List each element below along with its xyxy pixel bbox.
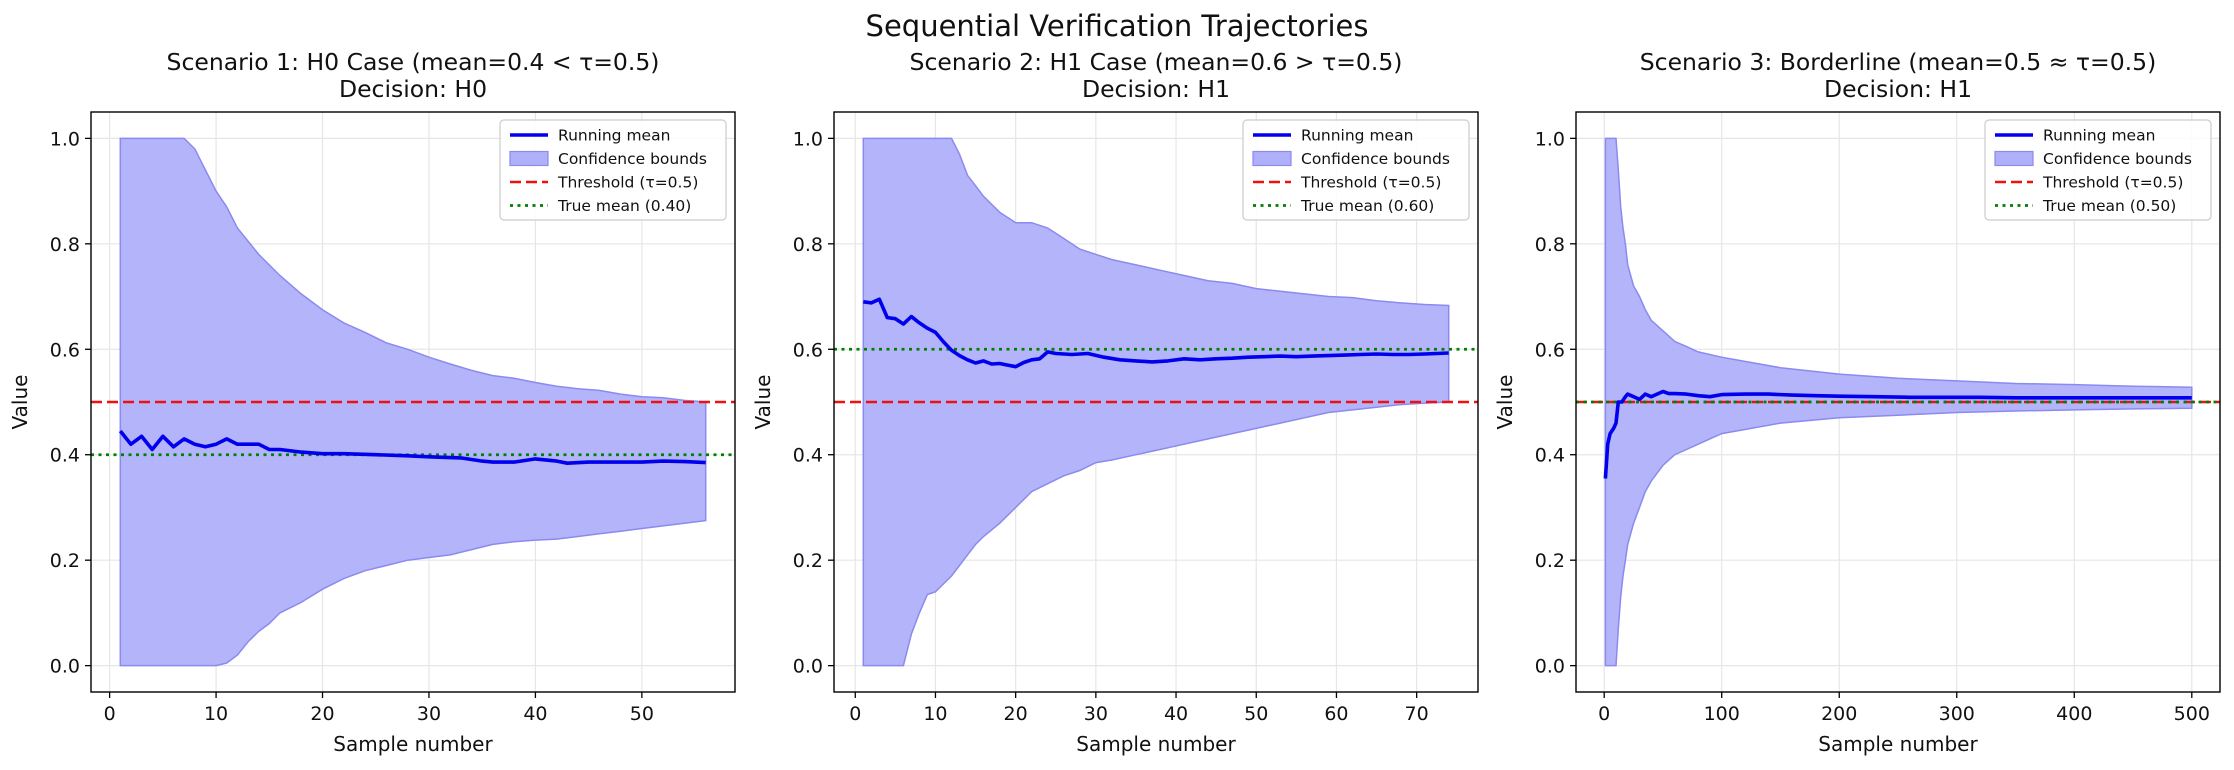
x-tick-label: 30 bbox=[417, 703, 441, 725]
x-tick-label: 300 bbox=[1939, 703, 1975, 725]
running-mean-line bbox=[863, 297, 1449, 369]
running-mean-line bbox=[118, 429, 706, 466]
plot-area bbox=[834, 137, 1478, 667]
y-tick-label: 1.0 bbox=[50, 128, 80, 150]
legend: Running mean Confidence bounds Threshold (… bbox=[499, 119, 727, 221]
chart-subtitle: Decision: H1 bbox=[1082, 75, 1230, 103]
x-axis-label: Sample number bbox=[1818, 732, 1978, 756]
y-tick-label: 0.8 bbox=[50, 234, 80, 256]
legend: Running mean Confidence bounds Threshold (… bbox=[1984, 119, 2212, 221]
x-tick-label: 20 bbox=[310, 703, 334, 725]
y-tick-label: 0.4 bbox=[1535, 445, 1565, 467]
y-tick-label: 0.6 bbox=[793, 339, 823, 361]
legend-label: Running mean bbox=[1301, 127, 1413, 145]
y-tick-label: 0.8 bbox=[1535, 234, 1565, 256]
chart-subtitle: Decision: H0 bbox=[339, 75, 487, 103]
figure-suptitle: Sequential Verification Trajectories bbox=[866, 9, 1369, 43]
x-tick-label: 10 bbox=[204, 703, 228, 725]
legend-label: True mean (0.40) bbox=[557, 197, 691, 215]
x-axis-label: Sample number bbox=[333, 732, 493, 756]
x-tick-label: 100 bbox=[1704, 703, 1740, 725]
running-mean-line bbox=[1603, 389, 2192, 479]
x-tick-label: 50 bbox=[1244, 703, 1268, 725]
y-tick-label: 0.0 bbox=[1535, 656, 1565, 678]
x-tick-label: 40 bbox=[1164, 703, 1188, 725]
y-tick-label: 0.2 bbox=[50, 550, 80, 572]
legend-band-swatch bbox=[1252, 150, 1292, 167]
x-tick-label: 10 bbox=[923, 703, 947, 725]
y-tick-label: 0.2 bbox=[793, 550, 823, 572]
chart-panel-3: 0 100 200 300 400 500 0.0 0.2 0.4 0.6 0.8 1.0 Scenar… bbox=[1493, 48, 2221, 756]
legend-label: Threshold (τ=0.5) bbox=[1300, 174, 1441, 192]
legend-label: Confidence bounds bbox=[558, 150, 707, 168]
legend-box bbox=[499, 119, 727, 221]
legend-label: Running mean bbox=[2043, 127, 2155, 145]
chart-panel-1: 0 10 20 30 40 50 0.0 0.2 0.4 0.6 0.8 1.0 Scenario 1:… bbox=[8, 48, 736, 756]
x-tick-label: 0 bbox=[104, 703, 116, 725]
legend-label: Running mean bbox=[558, 127, 670, 145]
chart-subtitle: Decision: H1 bbox=[1824, 75, 1972, 103]
x-tick-label: 500 bbox=[2174, 703, 2210, 725]
y-tick-label: 1.0 bbox=[1535, 128, 1565, 150]
axes-frame bbox=[1575, 111, 2221, 693]
y-tick-label: 0.8 bbox=[793, 234, 823, 256]
legend-box bbox=[1242, 119, 1470, 221]
legend-label: Threshold (τ=0.5) bbox=[557, 174, 698, 192]
x-tick-label: 50 bbox=[630, 703, 654, 725]
legend-band-swatch bbox=[509, 150, 549, 167]
x-tick-label: 20 bbox=[1004, 703, 1028, 725]
x-tick-label: 40 bbox=[523, 703, 547, 725]
chart-title: Scenario 3: Borderline (mean=0.5 ≈ τ=0.5… bbox=[1640, 48, 2157, 76]
plot-area bbox=[1576, 137, 2220, 667]
x-tick-label: 0 bbox=[849, 703, 861, 725]
legend-label: True mean (0.60) bbox=[1300, 197, 1434, 215]
legend-band-swatch bbox=[1994, 150, 2034, 167]
legend-label: True mean (0.50) bbox=[2042, 197, 2176, 215]
legend-box bbox=[1984, 119, 2212, 221]
x-tick-label: 200 bbox=[1821, 703, 1857, 725]
x-tick-label: 0 bbox=[1598, 703, 1610, 725]
x-tick-label: 70 bbox=[1405, 703, 1429, 725]
y-tick-label: 0.0 bbox=[50, 656, 80, 678]
x-tick-label: 400 bbox=[2056, 703, 2092, 725]
y-tick-label: 0.6 bbox=[1535, 339, 1565, 361]
y-tick-label: 0.4 bbox=[793, 445, 823, 467]
x-axis-label: Sample number bbox=[1076, 732, 1236, 756]
y-tick-label: 0.0 bbox=[793, 656, 823, 678]
y-axis-label: Value bbox=[1493, 375, 1517, 430]
legend-label: Confidence bounds bbox=[2043, 150, 2192, 168]
y-tick-label: 0.4 bbox=[50, 445, 80, 467]
legend: Running mean Confidence bounds Threshold (… bbox=[1242, 119, 1470, 221]
chart-title: Scenario 2: H1 Case (mean=0.6 > τ=0.5) bbox=[910, 48, 1403, 76]
y-tick-label: 0.2 bbox=[1535, 550, 1565, 572]
axes-frame bbox=[90, 111, 736, 693]
plot-area bbox=[91, 137, 735, 667]
chart-panel-2: 0 10 20 30 40 50 60 70 0.0 0.2 0.4 0.6 0.8 1.0 Scenari… bbox=[751, 48, 1479, 756]
x-tick-label: 30 bbox=[1084, 703, 1108, 725]
y-axis-label: Value bbox=[8, 375, 32, 430]
axes-frame bbox=[833, 111, 1479, 693]
legend-label: Confidence bounds bbox=[1301, 150, 1450, 168]
legend-label: Threshold (τ=0.5) bbox=[2042, 174, 2183, 192]
chart-title: Scenario 1: H0 Case (mean=0.4 < τ=0.5) bbox=[167, 48, 660, 76]
y-axis-label: Value bbox=[751, 375, 775, 430]
x-tick-label: 60 bbox=[1324, 703, 1348, 725]
y-tick-label: 1.0 bbox=[793, 128, 823, 150]
y-tick-label: 0.6 bbox=[50, 339, 80, 361]
